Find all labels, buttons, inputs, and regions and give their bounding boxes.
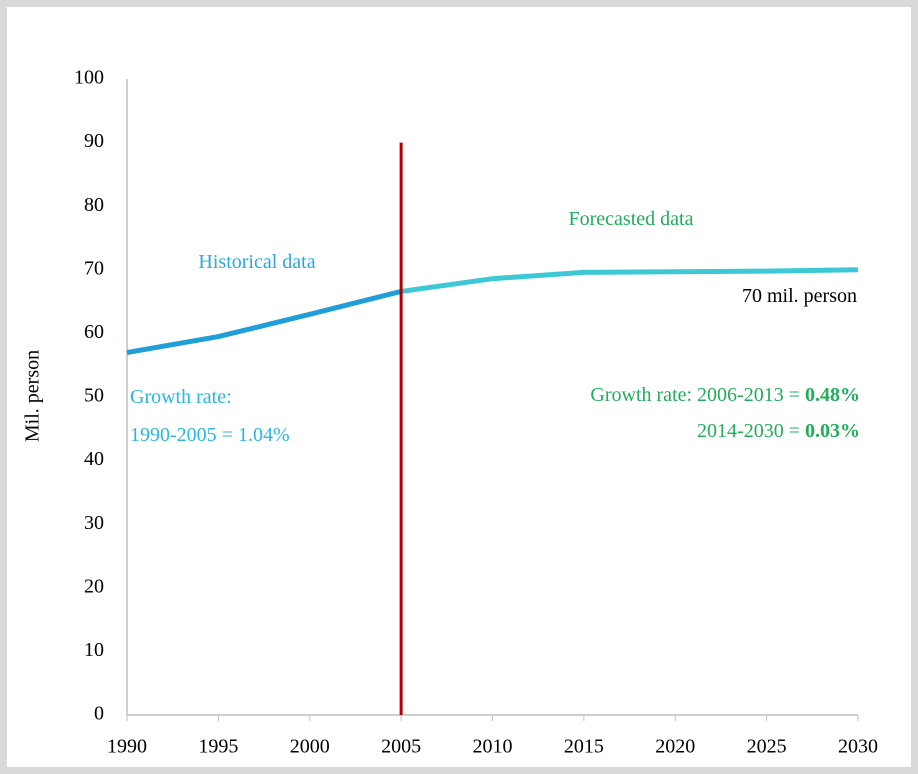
annotation-bold: 0.03% — [805, 420, 860, 442]
annotation: 1990-2005 = 1.04% — [130, 424, 290, 446]
x-tick-label: 2030 — [838, 736, 878, 758]
y-tick-label: 20 — [84, 575, 104, 597]
annotation: 70 mil. person — [742, 285, 857, 307]
annotation: Historical data — [198, 251, 315, 273]
annotation-text: Historical data — [198, 251, 315, 273]
y-tick-label: 80 — [84, 194, 104, 216]
annotation-text: Growth rate: — [130, 386, 232, 408]
y-tick-label: 100 — [74, 67, 104, 89]
annotation-text: 2014-2030 = — [697, 420, 805, 442]
annotation: Growth rate: — [130, 386, 232, 408]
x-tick-label: 2010 — [473, 736, 513, 758]
series-line — [126, 288, 402, 355]
annotation: Growth rate: 2006-2013 = 0.48% — [590, 384, 860, 406]
y-tick-label: 10 — [84, 639, 104, 661]
annotation: 2014-2030 = 0.03% — [697, 420, 860, 442]
x-tick-label: 2020 — [655, 736, 695, 758]
y-tick-label: 70 — [84, 257, 104, 279]
y-tick-label: 90 — [84, 130, 104, 152]
y-tick-label: 30 — [84, 512, 104, 534]
x-tick-label: 2005 — [381, 736, 421, 758]
annotation-text: 1990-2005 = 1.04% — [130, 424, 290, 446]
y-tick-label: 0 — [94, 703, 104, 725]
x-tick-label: 1995 — [198, 736, 238, 758]
y-tick-label: 60 — [84, 321, 104, 343]
annotation-text: Growth rate: 2006-2013 = — [590, 384, 805, 406]
series-line — [400, 267, 859, 294]
annotation-text: Forecasted data — [569, 208, 694, 230]
annotation: Forecasted data — [569, 208, 694, 230]
y-tick-label: 50 — [84, 385, 104, 407]
x-tick-label: 2025 — [747, 736, 787, 758]
y-tick-label: 40 — [84, 448, 104, 470]
x-tick-label: 2000 — [290, 736, 330, 758]
annotation-bold: 0.48% — [805, 384, 860, 406]
y-axis-label: Mil. person — [22, 350, 44, 442]
annotation-text: 70 mil. person — [742, 285, 857, 307]
x-tick-label: 1990 — [107, 736, 147, 758]
x-tick-label: 2015 — [564, 736, 604, 758]
